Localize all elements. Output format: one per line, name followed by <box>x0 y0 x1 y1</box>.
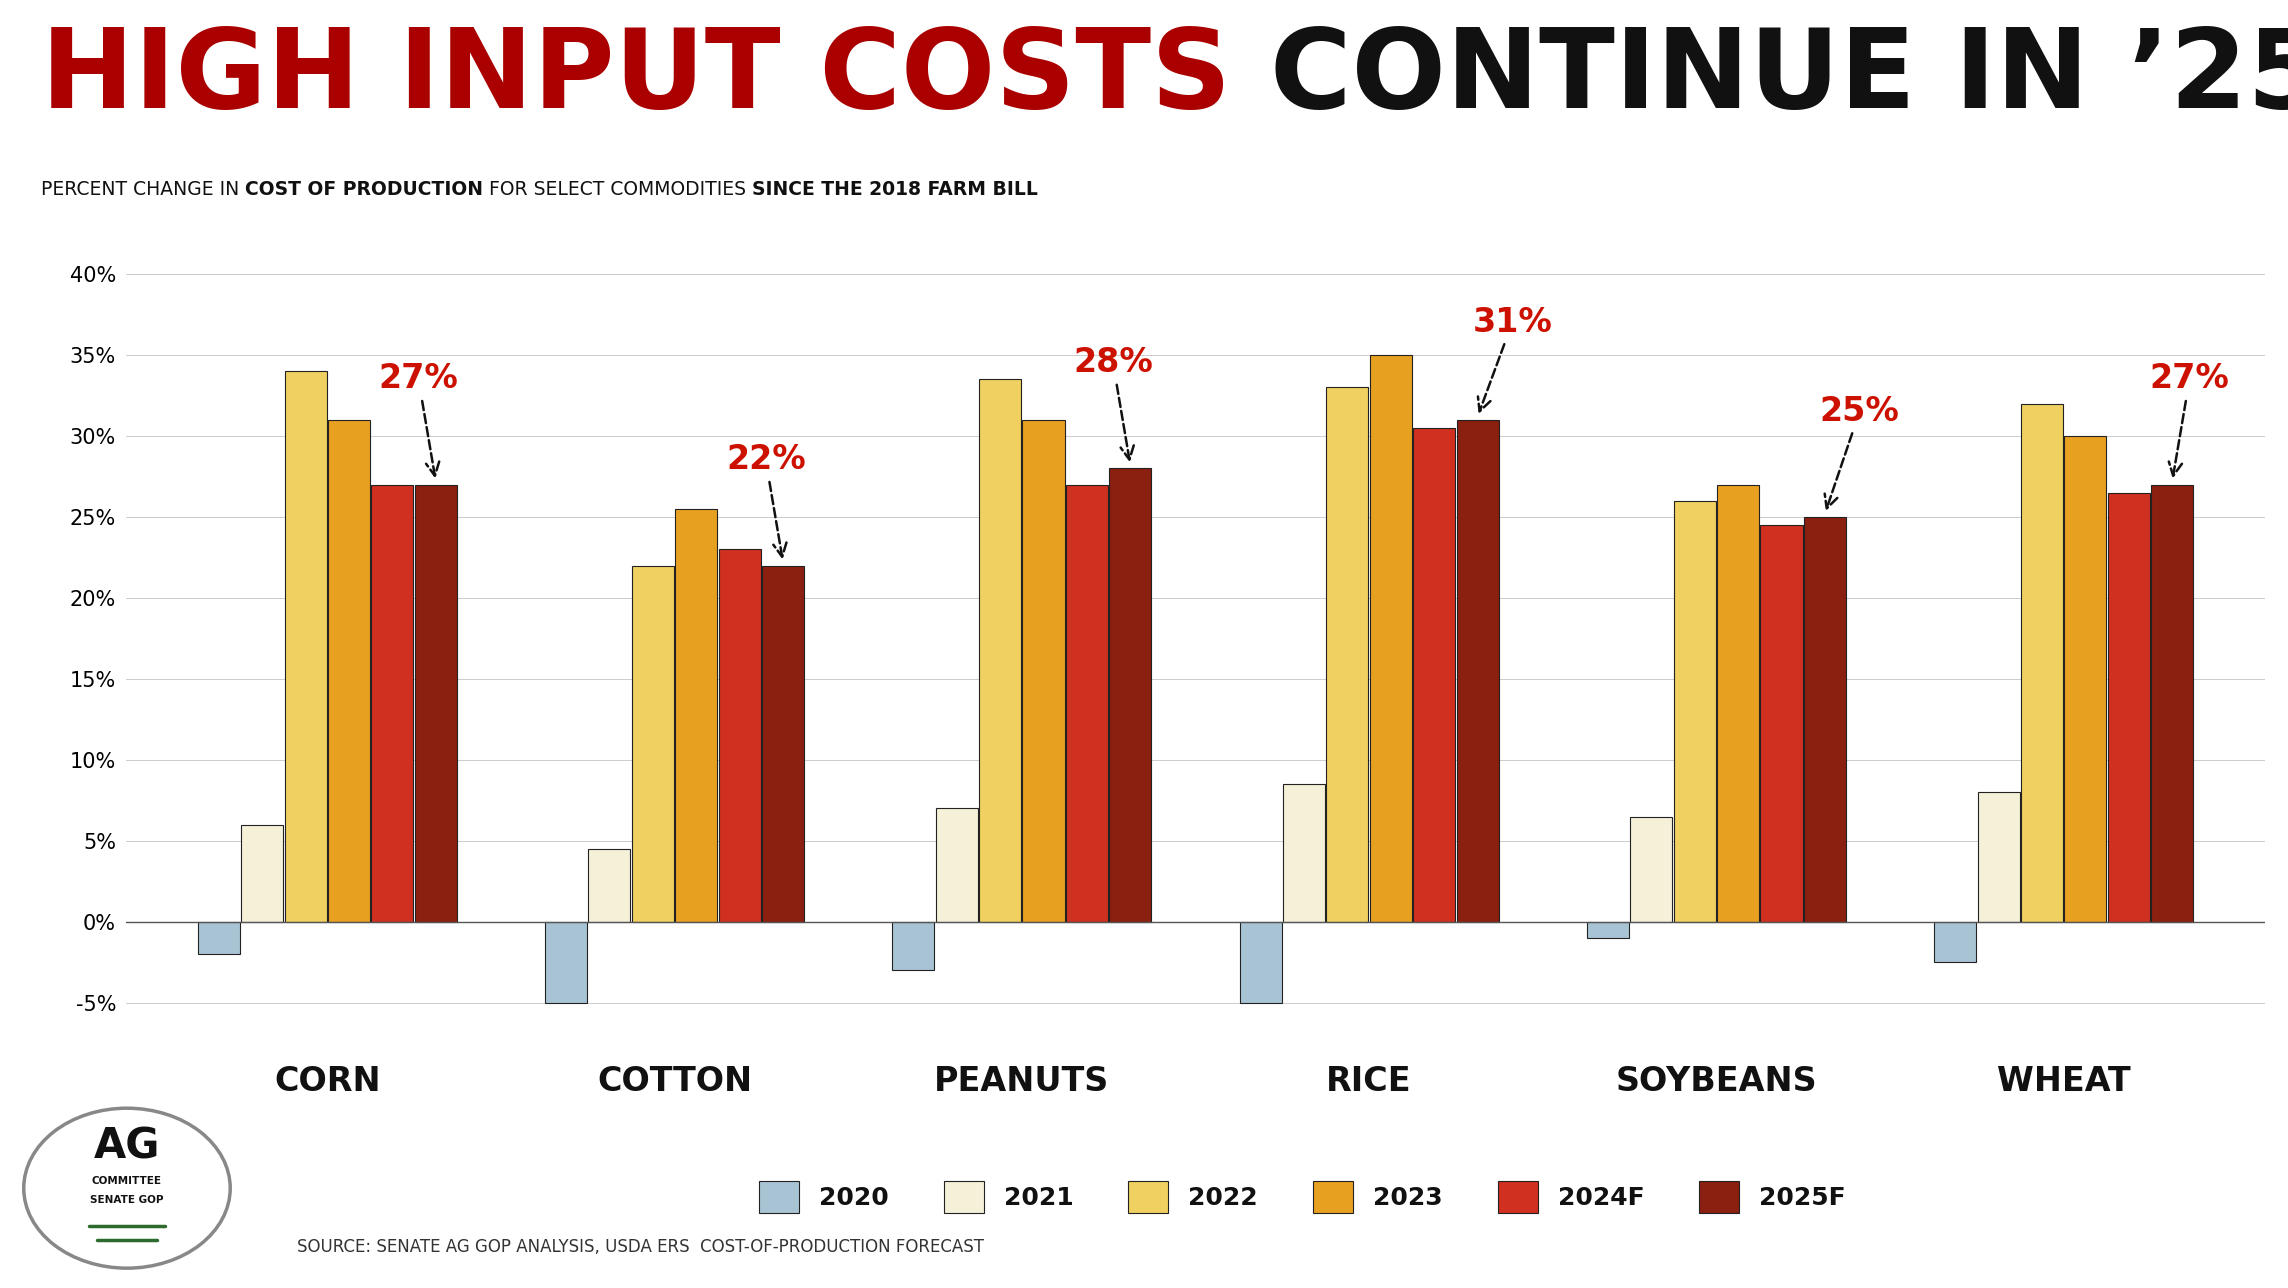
Bar <box>1673 501 1716 922</box>
Text: HIGH INPUT COSTS: HIGH INPUT COSTS <box>41 23 1270 131</box>
Bar <box>2020 403 2064 922</box>
Bar <box>631 565 675 922</box>
Bar <box>675 509 718 922</box>
Bar <box>1933 922 1977 962</box>
Bar <box>371 484 414 922</box>
Text: COMMITTEE: COMMITTEE <box>92 1176 162 1186</box>
Bar <box>197 922 240 954</box>
Bar <box>240 824 284 922</box>
Bar <box>327 420 371 922</box>
Bar <box>1327 388 1368 922</box>
Bar <box>1631 817 1673 922</box>
Text: 27%: 27% <box>2151 362 2229 475</box>
Bar <box>1457 420 1499 922</box>
Text: AG: AG <box>94 1126 160 1167</box>
Bar <box>2151 484 2194 922</box>
Bar <box>1240 922 1281 1003</box>
Text: 25%: 25% <box>1819 395 1899 509</box>
Text: SOURCE: SENATE AG GOP ANALYSIS, USDA ERS  COST-OF-PRODUCTION FORECAST: SOURCE: SENATE AG GOP ANALYSIS, USDA ERS… <box>297 1238 984 1256</box>
Bar <box>1977 792 2020 922</box>
Bar <box>892 922 934 970</box>
Text: 31%: 31% <box>1473 305 1551 411</box>
Ellipse shape <box>23 1108 231 1269</box>
Bar <box>1716 484 1759 922</box>
Bar <box>1803 516 1846 922</box>
Bar <box>1284 784 1325 922</box>
Bar <box>284 371 327 922</box>
Bar <box>2107 492 2151 922</box>
Bar <box>414 484 458 922</box>
Bar <box>2064 435 2107 922</box>
Bar <box>1066 484 1107 922</box>
Bar <box>1414 428 1455 922</box>
Bar <box>1023 420 1064 922</box>
Text: SENATE GOP: SENATE GOP <box>89 1195 165 1206</box>
Text: COST OF PRODUCTION: COST OF PRODUCTION <box>245 180 483 198</box>
Text: SINCE THE 2018 FARM BILL: SINCE THE 2018 FARM BILL <box>753 180 1039 198</box>
Bar <box>1110 469 1151 922</box>
Legend: 2020, 2021, 2022, 2023, 2024F, 2025F: 2020, 2021, 2022, 2023, 2024F, 2025F <box>748 1171 1856 1224</box>
Bar <box>1759 526 1803 922</box>
Bar <box>1371 355 1412 922</box>
Text: 27%: 27% <box>378 362 458 475</box>
Text: PERCENT CHANGE IN: PERCENT CHANGE IN <box>41 180 245 198</box>
Bar <box>588 849 631 922</box>
Text: FOR SELECT COMMODITIES: FOR SELECT COMMODITIES <box>483 180 753 198</box>
Text: 22%: 22% <box>725 443 805 556</box>
Bar <box>545 922 588 1003</box>
Text: 28%: 28% <box>1073 346 1153 460</box>
Bar <box>936 809 977 922</box>
Bar <box>979 379 1020 922</box>
Bar <box>718 549 760 922</box>
Text: CONTINUE IN ’25: CONTINUE IN ’25 <box>1270 23 2288 131</box>
Bar <box>1588 922 1629 938</box>
Bar <box>762 565 803 922</box>
